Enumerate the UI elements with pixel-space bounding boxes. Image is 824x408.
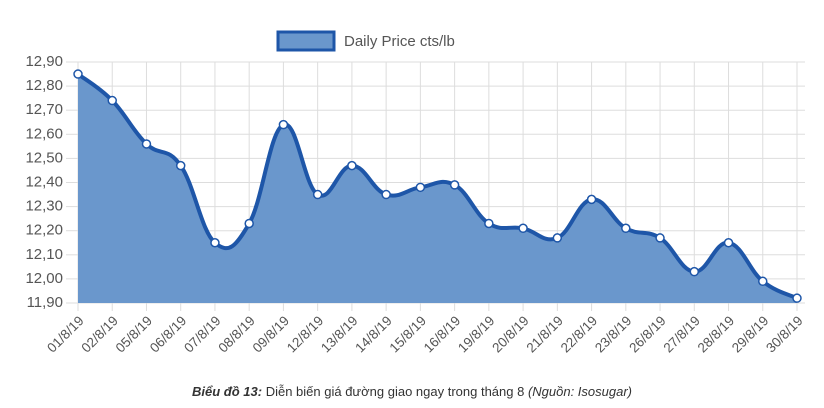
legend-label: Daily Price cts/lb — [344, 33, 455, 50]
caption: Biểu đồ 13: Diễn biến giá đường giao nga… — [192, 384, 632, 399]
x-tick-label: 02/8/19 — [78, 313, 120, 355]
point — [210, 238, 220, 248]
x-tick-label: 05/8/19 — [113, 313, 155, 355]
x-tick-label: 16/8/19 — [421, 313, 463, 355]
point — [586, 194, 597, 205]
point — [689, 266, 700, 277]
y-tick-label: 12,80 — [25, 77, 63, 94]
x-tick-label: 06/8/19 — [147, 313, 189, 355]
point — [347, 160, 357, 171]
point — [792, 293, 802, 303]
y-tick-label: 12,00 — [25, 270, 63, 287]
point — [655, 233, 665, 243]
x-tick-label: 30/8/19 — [763, 313, 805, 355]
y-tick-label: 12,90 — [25, 53, 63, 70]
x-tick-label: 09/8/19 — [250, 313, 292, 355]
y-tick-label: 12,70 — [25, 101, 63, 118]
point — [107, 95, 117, 106]
point — [484, 218, 494, 229]
point — [758, 276, 768, 287]
caption-label: Biểu đồ 13: — [192, 384, 262, 399]
point — [552, 233, 563, 243]
x-tick-label: 22/8/19 — [558, 313, 600, 355]
x-tick-label: 14/8/19 — [352, 313, 394, 355]
y-tick-label: 12,10 — [25, 246, 63, 263]
x-tick-label: 29/8/19 — [729, 313, 771, 355]
point — [449, 180, 460, 190]
x-tick-label: 21/8/19 — [524, 313, 566, 355]
y-tick-label: 12,30 — [25, 198, 63, 215]
point — [278, 119, 289, 130]
x-tick-label: 01/8/19 — [44, 313, 86, 355]
point — [621, 223, 631, 234]
x-tick-label: 07/8/19 — [181, 313, 223, 355]
x-tick-label: 19/8/19 — [455, 313, 497, 355]
x-tick-label: 20/8/19 — [489, 313, 531, 355]
point — [244, 218, 254, 229]
x-tick-label: 28/8/19 — [695, 313, 737, 355]
point — [141, 139, 152, 149]
point — [518, 223, 528, 234]
area — [78, 74, 797, 303]
x-tick-label: 12/8/19 — [284, 313, 326, 355]
x-tick-label: 27/8/19 — [660, 313, 702, 355]
point — [312, 189, 323, 200]
x-tick-label: 23/8/19 — [592, 313, 634, 355]
point — [381, 189, 391, 200]
point — [723, 238, 734, 248]
y-tick-label: 12,60 — [25, 125, 63, 142]
point — [73, 69, 83, 79]
x-tick-label: 26/8/19 — [626, 313, 668, 355]
x-tick-label: 08/8/19 — [215, 313, 257, 355]
y-tick-label: 12,50 — [25, 149, 63, 166]
caption-source: (Nguồn: Isosugar) — [528, 384, 632, 399]
x-tick-label: 13/8/19 — [318, 313, 360, 355]
point — [415, 182, 426, 193]
x-tick-label: 15/8/19 — [387, 313, 429, 355]
y-tick-label: 12,40 — [25, 173, 63, 190]
y-tick-label: 12,20 — [25, 222, 63, 239]
legend-swatch — [276, 30, 336, 52]
point — [175, 160, 186, 171]
y-tick-label: 11,90 — [27, 294, 63, 311]
caption-text: Diễn biến giá đường giao ngay trong thán… — [262, 384, 528, 399]
